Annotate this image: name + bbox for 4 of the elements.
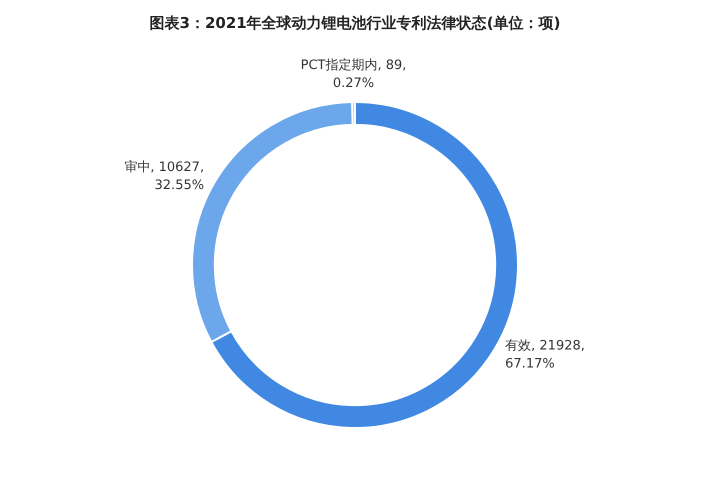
slice-label: 审中, 10627, 32.55% <box>124 158 204 193</box>
slice-label: PCT指定期内, 89, 0.27% <box>300 58 406 91</box>
slice-label: 有效, 21928, 67.17% <box>505 338 585 372</box>
chart-title: 图表3：2021年全球动力锂电池行业专利法律状态(单位：项) <box>148 13 562 34</box>
